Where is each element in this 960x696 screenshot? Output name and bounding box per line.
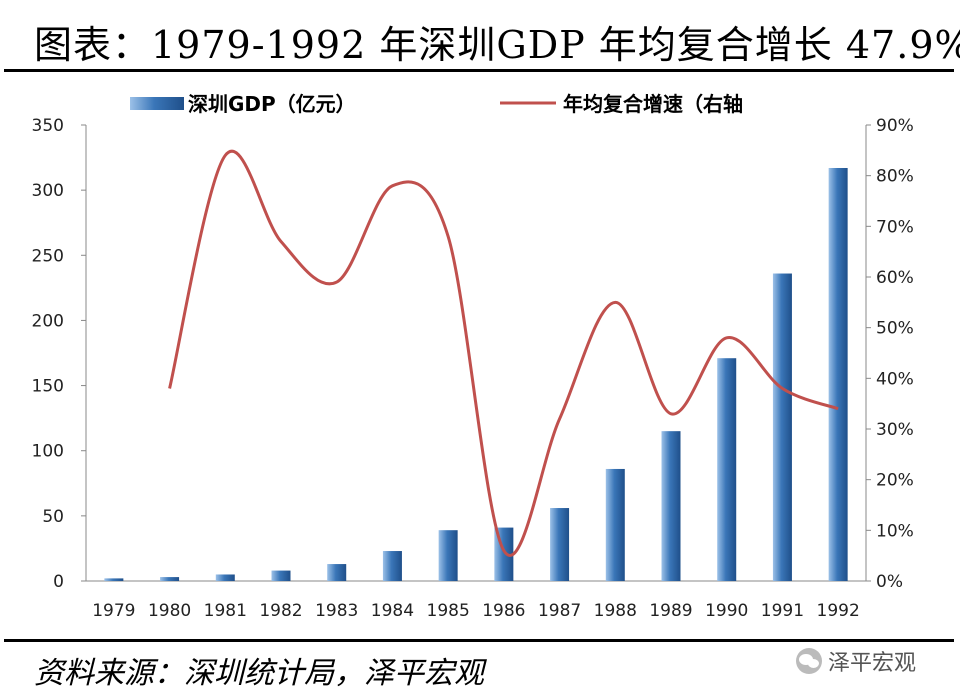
legend-label-bar: 深圳GDP（亿元） — [188, 92, 356, 116]
gdp-bar — [271, 570, 291, 581]
x-tick-label: 1980 — [148, 601, 191, 621]
right-tick-label: 90% — [876, 116, 914, 136]
top-rule — [4, 69, 954, 72]
x-tick-label: 1984 — [371, 601, 414, 621]
bottom-rule — [4, 639, 954, 642]
right-tick-label: 40% — [876, 369, 914, 389]
growth-line — [168, 150, 839, 557]
x-tick-label: 1981 — [204, 601, 247, 621]
gdp-bar — [215, 574, 235, 581]
growth-line-path — [168, 150, 839, 557]
right-tick-label: 0% — [876, 572, 903, 592]
x-tick-label: 1988 — [594, 601, 637, 621]
left-tick-label: 100 — [32, 442, 64, 462]
right-tick-label: 10% — [876, 521, 914, 541]
gdp-bar — [661, 431, 681, 581]
left-tick-label: 0 — [53, 572, 64, 592]
x-tick-label: 1983 — [315, 601, 358, 621]
gdp-bar — [828, 167, 848, 581]
x-tick-label: 1979 — [92, 601, 135, 621]
gdp-bar — [104, 578, 124, 581]
wechat-icon — [796, 648, 822, 674]
bars — [104, 167, 848, 581]
legend-swatch-bar — [130, 97, 184, 110]
legend: 深圳GDP（亿元） 年均复合增速（右轴 — [130, 92, 743, 116]
left-tick-label: 50 — [42, 507, 64, 527]
x-tick-label: 1986 — [482, 601, 525, 621]
chart: 深圳GDP（亿元） 年均复合增速（右轴 0 50 100 150 200 250 300 35… — [32, 92, 914, 621]
x-tick-label: 1989 — [649, 601, 692, 621]
left-tick-label: 300 — [32, 181, 64, 201]
right-tick-label: 80% — [876, 167, 914, 187]
source-note: 资料来源：深圳统计局，泽平宏观 — [34, 656, 484, 691]
right-tick-label: 30% — [876, 420, 914, 440]
left-tick-label: 250 — [32, 246, 64, 266]
x-tick-label: 1990 — [705, 601, 748, 621]
left-tick-label: 150 — [32, 377, 64, 397]
x-tick-label: 1992 — [817, 601, 860, 621]
x-tick-label: 1991 — [761, 601, 804, 621]
legend-label-line: 年均复合增速（右轴 — [563, 92, 743, 116]
right-tick-label: 60% — [876, 268, 914, 288]
axes: 0 50 100 150 200 250 300 350 0% 10% 20% 30% 40% 50% 60… — [32, 116, 914, 621]
x-tick-label: 1982 — [259, 601, 302, 621]
watermark: 泽平宏观 — [796, 645, 916, 677]
left-tick-label: 350 — [32, 116, 64, 136]
watermark-text: 泽平宏观 — [828, 651, 917, 676]
gdp-bar — [382, 551, 402, 581]
right-tick-label: 70% — [876, 217, 914, 237]
gdp-bar — [772, 273, 792, 581]
gdp-bar — [160, 577, 180, 581]
left-tick-label: 200 — [32, 311, 64, 331]
gdp-bar — [550, 508, 570, 581]
gdp-bar — [605, 468, 625, 581]
gdp-bar — [717, 358, 737, 581]
gdp-bar — [438, 530, 458, 581]
x-tick-label: 1987 — [538, 601, 581, 621]
x-tick-label: 1985 — [427, 601, 470, 621]
right-tick-label: 20% — [876, 471, 914, 491]
chart-title: 图表：1979-1992 年深圳GDP 年均复合增长 47.9% — [34, 23, 960, 67]
right-tick-label: 50% — [876, 319, 914, 339]
gdp-bar — [327, 564, 347, 581]
